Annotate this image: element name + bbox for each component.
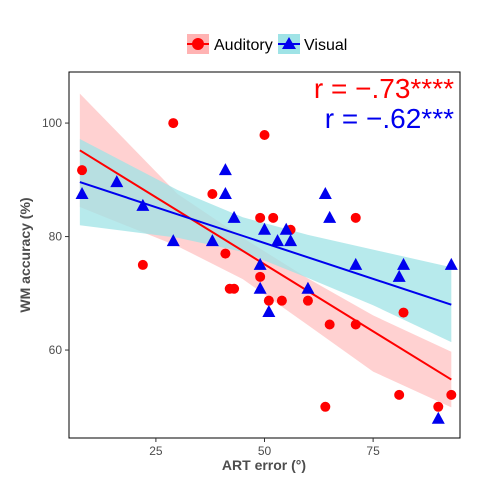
- visual-point: [253, 257, 267, 270]
- legend-item-auditory: Auditory: [187, 34, 273, 54]
- auditory-point: [255, 212, 266, 223]
- visual-point: [218, 187, 232, 199]
- visual-correlation-annotation: r = −.62***: [325, 103, 454, 134]
- auditory-point: [302, 295, 313, 306]
- auditory-point: [137, 259, 148, 270]
- auditory-point: [398, 307, 409, 318]
- visual-point: [110, 175, 124, 188]
- x-tick-label: 50: [258, 444, 272, 458]
- visual-point: [205, 234, 219, 247]
- legend: Auditory Visual: [187, 34, 347, 54]
- visual-point: [301, 281, 315, 294]
- visual-point: [218, 163, 232, 176]
- y-tick-label: 100: [42, 116, 62, 130]
- auditory-point: [259, 129, 270, 140]
- auditory-point: [320, 401, 331, 412]
- legend-label-visual: Visual: [304, 37, 347, 54]
- auditory-point: [77, 165, 88, 176]
- auditory-point: [394, 389, 405, 400]
- visual-point: [323, 210, 337, 223]
- auditory-point: [220, 248, 231, 259]
- visual-confidence-band: [79, 138, 452, 343]
- visual-point: [136, 198, 150, 211]
- visual-point: [253, 281, 267, 294]
- visual-point: [258, 222, 271, 235]
- visual-point: [431, 411, 445, 424]
- y-axis-title: WM accuracy (%): [17, 197, 33, 312]
- visual-point: [227, 210, 241, 223]
- auditory-point: [324, 319, 335, 330]
- plot-area: [68, 71, 461, 439]
- auditory-point: [229, 283, 240, 294]
- visual-point: [392, 269, 406, 282]
- visual-point: [284, 234, 298, 247]
- auditory-point: [350, 212, 361, 223]
- legend-label-auditory: Auditory: [214, 37, 273, 54]
- auditory-point: [168, 118, 179, 129]
- x-axis-title: ART error (°): [222, 457, 306, 473]
- auditory-point: [446, 389, 457, 400]
- visual-point: [279, 222, 293, 235]
- x-tick-label: 75: [366, 444, 380, 458]
- y-tick-label: 80: [49, 230, 63, 244]
- auditory-point: [350, 319, 361, 330]
- x-axis: 25 50 75: [149, 438, 380, 458]
- auditory-regression-line: [79, 149, 452, 381]
- visual-point: [166, 234, 180, 247]
- auditory-point: [255, 271, 266, 282]
- auditory-point: [207, 189, 218, 199]
- visual-point: [397, 257, 411, 270]
- visual-point: [318, 187, 332, 199]
- visual-point: [271, 234, 285, 247]
- visual-point: [75, 187, 89, 199]
- visual-point: [262, 305, 276, 318]
- auditory-correlation-annotation: r = −.73****: [314, 73, 454, 104]
- visual-point: [444, 257, 458, 270]
- auditory-point: [268, 212, 279, 223]
- auditory-point: [263, 295, 274, 306]
- auditory-confidence-band: [79, 93, 452, 408]
- x-tick-label: 25: [149, 444, 163, 458]
- y-axis: 60 80 100: [42, 116, 69, 357]
- auditory-point: [433, 401, 444, 412]
- auditory-point: [276, 295, 287, 306]
- y-tick-label: 60: [49, 343, 63, 357]
- visual-point: [349, 257, 363, 270]
- legend-item-visual: Visual: [278, 34, 347, 54]
